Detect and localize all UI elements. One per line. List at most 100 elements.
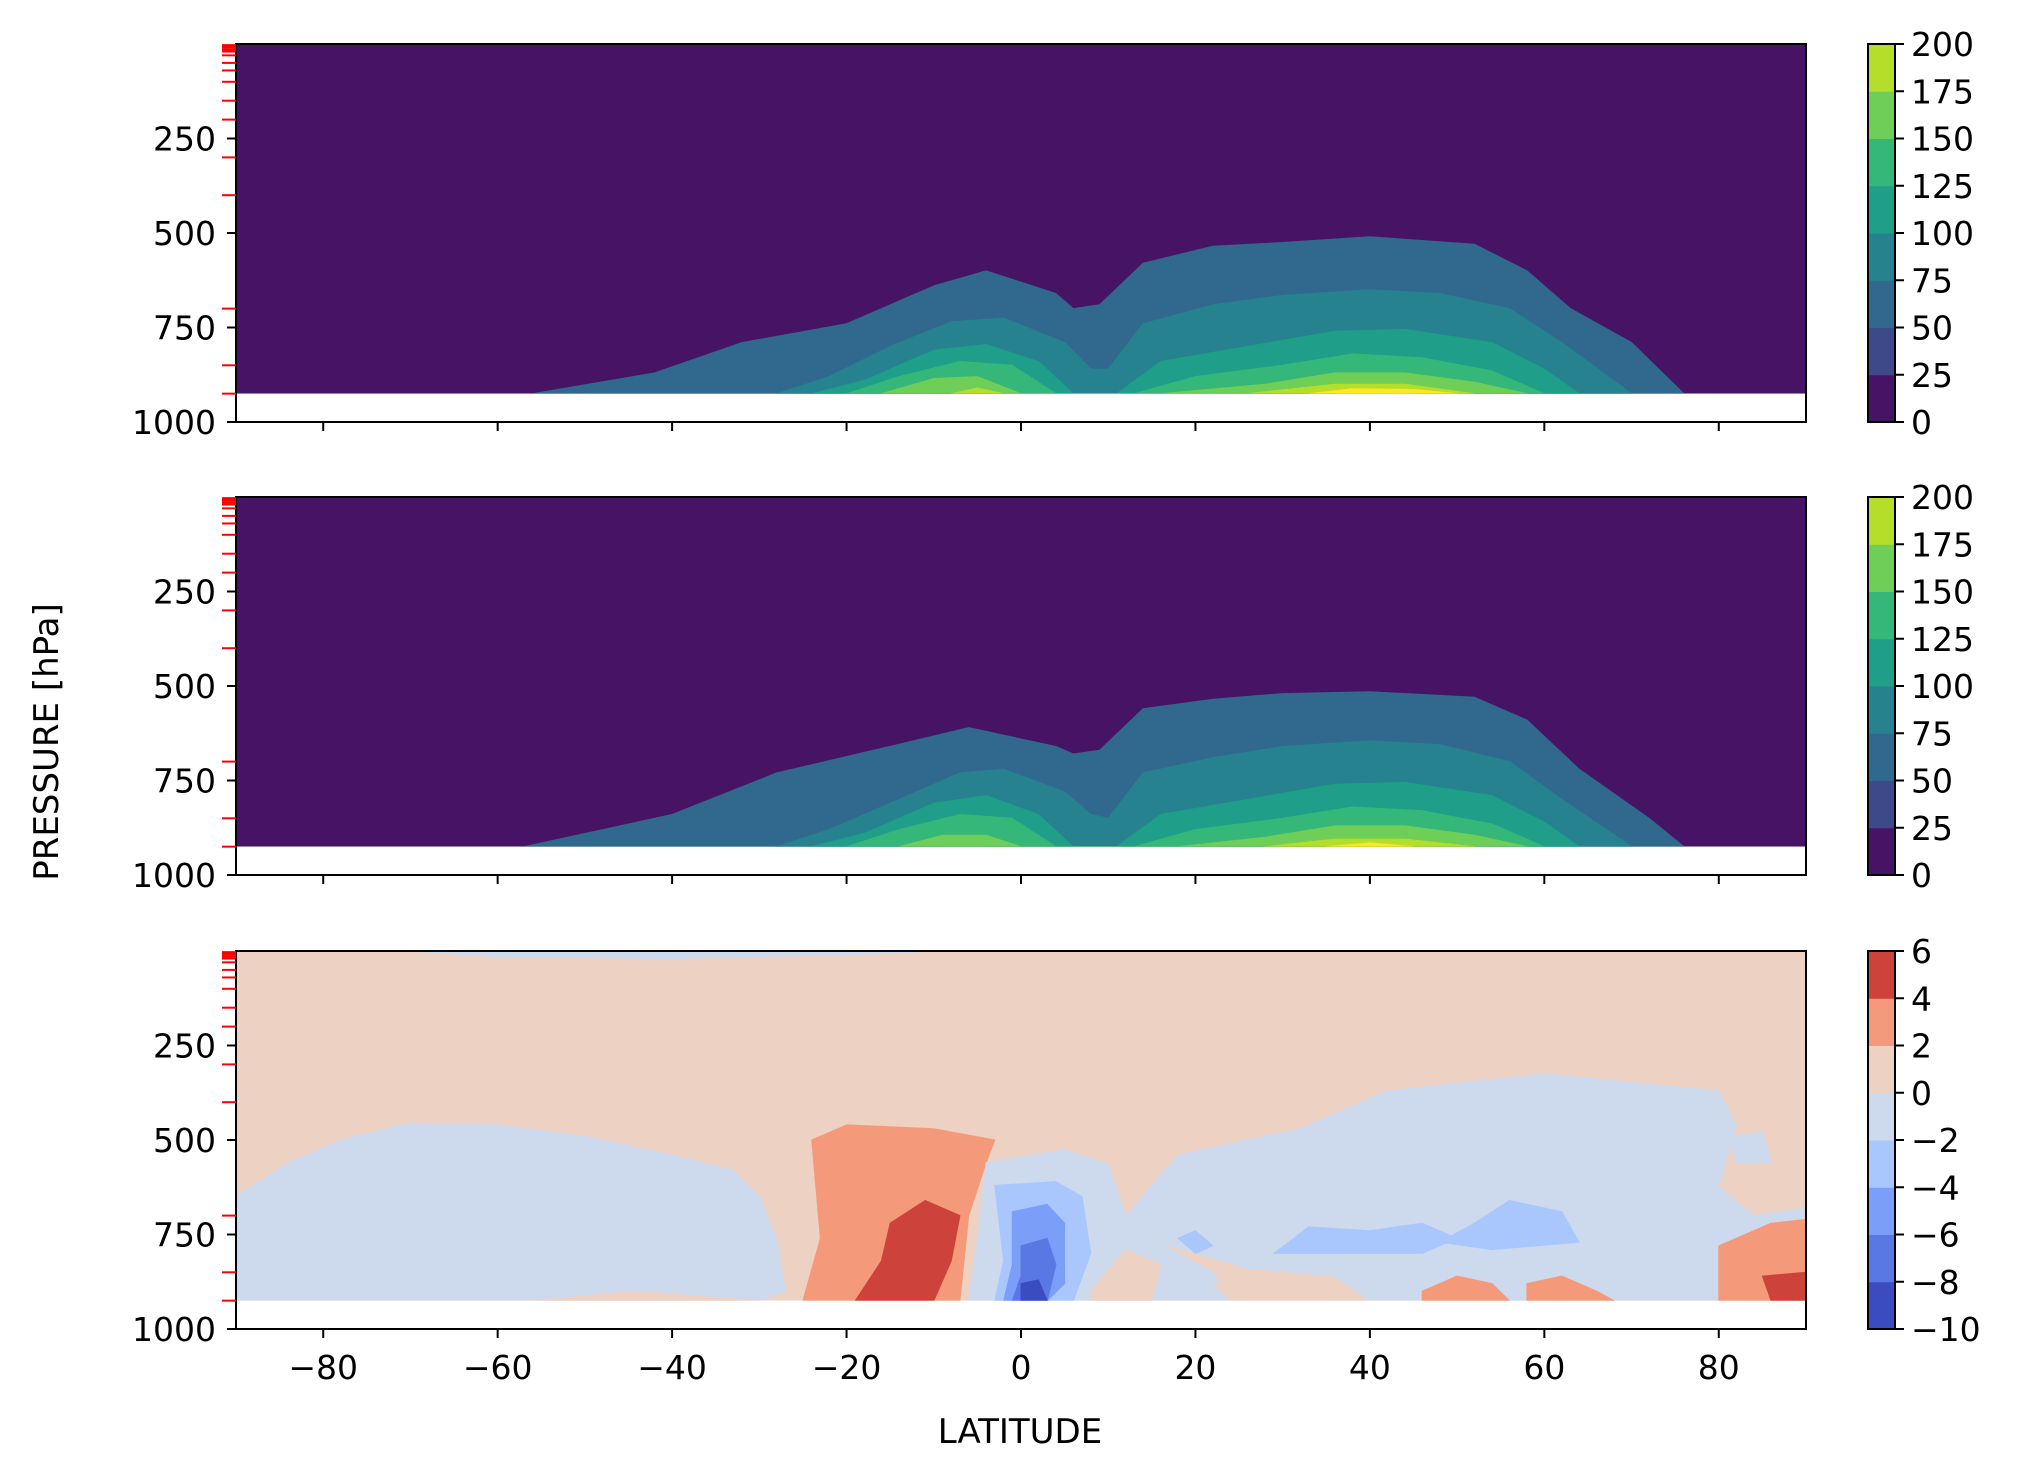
contour-band-175 bbox=[1325, 842, 1414, 847]
colorbar-tick-label: 25 bbox=[1911, 356, 1953, 395]
y-tick-label: 500 bbox=[153, 667, 216, 706]
colorbar-tick-label: 2 bbox=[1911, 1027, 1932, 1066]
colorbar-tick-label: −6 bbox=[1911, 1216, 1960, 1255]
colorbar-tick-label: −2 bbox=[1911, 1121, 1960, 1160]
colorbar-band bbox=[1868, 1045, 1895, 1094]
y-tick-label: 500 bbox=[153, 214, 216, 253]
y-tick-label: 750 bbox=[153, 1216, 216, 1255]
contour-band-2 bbox=[1526, 1275, 1615, 1301]
colorbar-tick-label: 200 bbox=[1911, 25, 1974, 64]
x-tick-label: −60 bbox=[463, 1348, 533, 1387]
colorbar-tick-label: 125 bbox=[1911, 620, 1974, 659]
y-tick-label: 750 bbox=[153, 309, 216, 348]
colorbar-band bbox=[1868, 280, 1895, 328]
colorbar: −10 −8 −6 −4 −2 0 2 4 6 bbox=[1867, 932, 1981, 1349]
colorbar-band bbox=[1868, 374, 1895, 423]
contour-band-2 bbox=[1421, 1275, 1510, 1301]
colorbar-band bbox=[1868, 1234, 1895, 1283]
colorbar-tick-label: 75 bbox=[1911, 714, 1953, 753]
colorbar-band bbox=[1868, 497, 1895, 545]
colorbar-tick-label: 175 bbox=[1911, 525, 1974, 564]
colorbar: 0 25 50 75 100 125 150 175 200 bbox=[1867, 25, 1974, 442]
colorbar-tick-label: 25 bbox=[1911, 809, 1953, 848]
colorbar-band bbox=[1868, 686, 1895, 734]
x-tick-label: 60 bbox=[1523, 1348, 1565, 1387]
y-tick-label: 1000 bbox=[132, 1310, 216, 1349]
contour-field bbox=[236, 497, 1806, 847]
colorbar-band bbox=[1868, 233, 1895, 281]
contour-band-neg2 bbox=[236, 1122, 786, 1301]
colorbar-tick-label: 150 bbox=[1911, 120, 1974, 159]
x-axis-title: LATITUDE bbox=[938, 1412, 1102, 1452]
colorbar-tick-label: 0 bbox=[1911, 403, 1932, 442]
colorbar-band bbox=[1868, 638, 1895, 687]
y-tick-label: 250 bbox=[153, 573, 216, 612]
colorbar-band bbox=[1868, 327, 1895, 376]
colorbar-band bbox=[1868, 185, 1895, 234]
contour-band-0 bbox=[1090, 1249, 1162, 1301]
colorbar-tick-label: 6 bbox=[1911, 932, 1932, 971]
y-axis-title: PRESSURE [hPa] bbox=[27, 603, 67, 880]
contour-band-neg4 bbox=[1439, 1200, 1580, 1251]
colorbar-tick-label: −8 bbox=[1911, 1263, 1960, 1302]
colorbar: 0 25 50 75 100 125 150 175 200 bbox=[1867, 478, 1974, 895]
colorbar-tick-label: 0 bbox=[1911, 856, 1932, 895]
colorbar-tick-label: 100 bbox=[1911, 667, 1974, 706]
colorbar-tick-label: 175 bbox=[1911, 72, 1974, 111]
x-tick-label: −20 bbox=[812, 1348, 882, 1387]
contour-band-neg2 bbox=[1727, 1131, 1772, 1164]
colorbar-tick-label: 150 bbox=[1911, 573, 1974, 612]
contour-band-neg10 bbox=[1020, 1279, 1048, 1301]
x-tick-label: 40 bbox=[1349, 1348, 1391, 1387]
y-tick-label: 250 bbox=[153, 1027, 216, 1066]
colorbar-band bbox=[1868, 138, 1895, 187]
colorbar-band bbox=[1868, 951, 1895, 999]
contour-band-0 bbox=[1212, 1283, 1371, 1301]
colorbar-tick-label: −4 bbox=[1911, 1168, 1960, 1207]
colorbar-band bbox=[1868, 1187, 1895, 1235]
colorbar-tick-label: 75 bbox=[1911, 261, 1953, 300]
contour-band-4 bbox=[1761, 1271, 1806, 1301]
x-tick-label: −80 bbox=[288, 1348, 358, 1387]
x-tick-label: 20 bbox=[1174, 1348, 1216, 1387]
colorbar-band bbox=[1868, 91, 1895, 139]
colorbar-tick-label: 100 bbox=[1911, 214, 1974, 253]
colorbar-band bbox=[1868, 780, 1895, 829]
y-tick-label: 1000 bbox=[132, 856, 216, 895]
colorbar-band bbox=[1868, 591, 1895, 640]
contour-band-neg4 bbox=[1273, 1222, 1458, 1254]
y-tick-label: 750 bbox=[153, 762, 216, 801]
colorbar-tick-label: 0 bbox=[1911, 1074, 1932, 1113]
x-tick-label: 80 bbox=[1698, 1348, 1740, 1387]
contour-band-200 bbox=[1334, 390, 1414, 394]
contour-field bbox=[236, 951, 1806, 1301]
colorbar-tick-label: 125 bbox=[1911, 167, 1974, 206]
colorbar-band bbox=[1868, 827, 1895, 876]
colorbar-band bbox=[1868, 544, 1895, 592]
colorbar-tick-label: 200 bbox=[1911, 478, 1974, 517]
colorbar-tick-label: 50 bbox=[1911, 309, 1953, 348]
panel-top: 250 500 750 1000 0 25 50 75 100 125 150 175 200 bbox=[132, 25, 1974, 442]
x-tick-label: 0 bbox=[1011, 1348, 1032, 1387]
colorbar-band bbox=[1868, 44, 1895, 92]
contour-field bbox=[236, 44, 1806, 394]
colorbar-band bbox=[1868, 998, 1895, 1046]
colorbar-band bbox=[1868, 1281, 1895, 1330]
colorbar-band bbox=[1868, 1140, 1895, 1188]
y-tick-label: 500 bbox=[153, 1121, 216, 1160]
y-tick-label: 250 bbox=[153, 120, 216, 159]
y-tick-label: 1000 bbox=[132, 403, 216, 442]
contour-band-neg4 bbox=[1177, 1230, 1214, 1254]
colorbar-tick-label: 50 bbox=[1911, 762, 1953, 801]
colorbar-band bbox=[1868, 733, 1895, 781]
colorbar-tick-label: 4 bbox=[1911, 979, 1932, 1018]
x-tick-label: −40 bbox=[637, 1348, 707, 1387]
contour-band-4 bbox=[854, 1200, 961, 1301]
panel-middle: 250 500 750 1000 0 25 50 75 100 125 150 175 200 bbox=[132, 478, 1974, 895]
colorbar-tick-label: −10 bbox=[1911, 1310, 1981, 1349]
colorbar-band bbox=[1868, 1092, 1895, 1141]
contour-band-0 bbox=[532, 1290, 760, 1301]
